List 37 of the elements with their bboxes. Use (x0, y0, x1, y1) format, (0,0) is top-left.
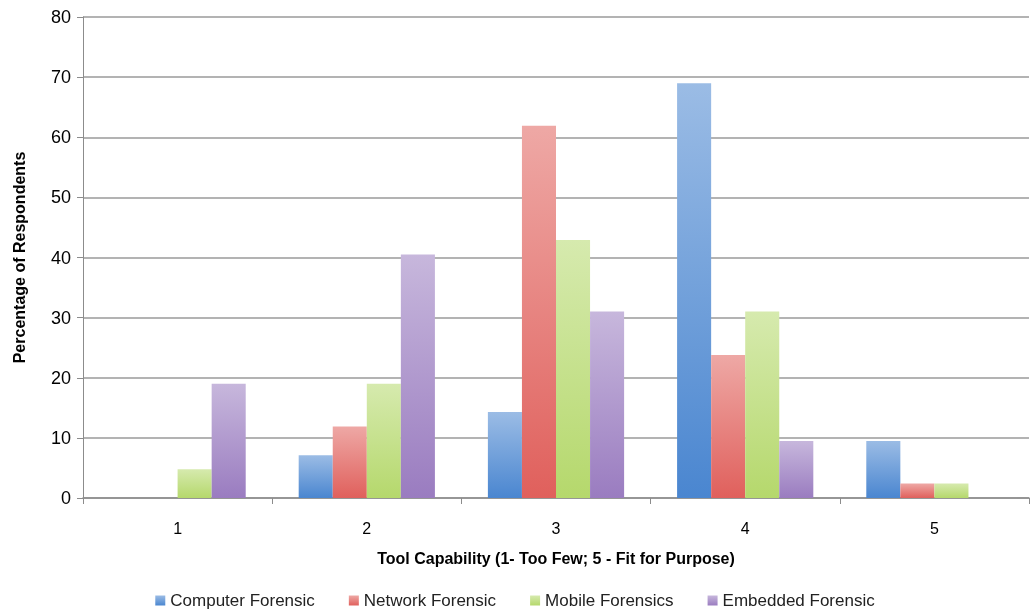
bar (556, 240, 591, 498)
bar (366, 383, 401, 498)
bar (487, 412, 522, 498)
x-tick-label: 4 (740, 519, 750, 537)
x-tick-label: 1 (173, 519, 183, 537)
x-axis-title: Tool Capability (1- Too Few; 5 - Fit for Purpose) (377, 549, 735, 567)
legend-label: Computer Forensic (170, 591, 316, 610)
bar (332, 426, 367, 498)
bar (521, 125, 556, 498)
y-tick-label: 80 (50, 7, 71, 27)
y-axis-title: Percentage of Respondents (10, 151, 28, 364)
bar (934, 483, 969, 498)
y-tick-label: 40 (50, 247, 71, 268)
bar (298, 455, 333, 498)
y-tick-label: 20 (50, 367, 71, 388)
bar (177, 469, 212, 498)
bar (677, 83, 712, 498)
bar (211, 383, 246, 498)
y-tick-label: 0 (60, 488, 71, 508)
y-tick-label: 30 (50, 307, 71, 328)
x-tick-label: 5 (929, 519, 939, 537)
bar (745, 311, 780, 498)
bar (590, 311, 625, 498)
x-tick-label: 2 (362, 519, 372, 537)
legend-label: Mobile Forensics (545, 591, 674, 610)
x-tick-label: 3 (551, 519, 561, 537)
legend-label: Embedded Forensic (722, 591, 876, 610)
bar (711, 354, 746, 498)
y-tick-label: 70 (50, 67, 71, 88)
y-tick-label: 60 (50, 127, 71, 148)
bar (866, 440, 901, 498)
y-tick-label: 50 (50, 187, 71, 208)
bar (400, 254, 435, 498)
bar (779, 440, 814, 498)
y-tick-label: 10 (50, 427, 71, 448)
legend-label: Network Forensic (363, 591, 497, 610)
bar (900, 483, 935, 498)
